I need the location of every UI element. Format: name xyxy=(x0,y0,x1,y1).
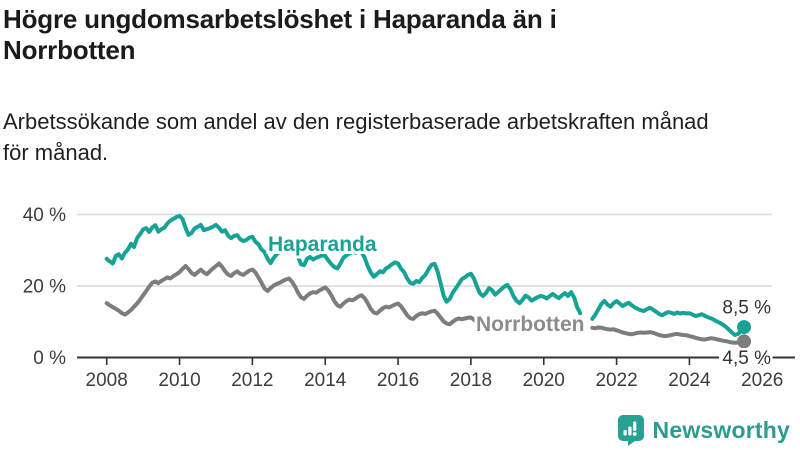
newsworthy-brand: Newsworthy xyxy=(617,415,790,446)
x-axis-label-2024: 2024 xyxy=(668,370,711,391)
norrbotten-series-label: Norrbotten xyxy=(476,313,585,336)
x-axis-label-2012: 2012 xyxy=(231,370,273,391)
x-axis-label-2020: 2020 xyxy=(523,370,565,391)
norrbotten-end-dot xyxy=(737,334,752,349)
haparanda-line xyxy=(104,213,747,337)
chart-title: Högre ungdomsarbetslöshet i Haparanda än… xyxy=(3,4,557,65)
haparanda-end-value-label: 8,5 % xyxy=(722,298,771,319)
x-axis-label-2010: 2010 xyxy=(158,370,200,391)
x-axis-label-2026: 2026 xyxy=(741,370,783,391)
x-axis-label-2022: 2022 xyxy=(595,370,637,391)
norrbotten-end-value-label: 4,5 % xyxy=(722,348,771,369)
x-axis-label-2014: 2014 xyxy=(304,370,347,391)
newsworthy-logo-icon xyxy=(617,415,644,446)
x-axis-label-2018: 2018 xyxy=(450,370,492,391)
x-axis-label-2008: 2008 xyxy=(86,370,128,391)
newsworthy-brand-text: Newsworthy xyxy=(652,417,790,443)
x-axis-label-2016: 2016 xyxy=(377,370,419,391)
y-axis-label-40: 40 % xyxy=(23,205,66,226)
haparanda-series-label: Haparanda xyxy=(268,233,377,256)
y-axis-label-20: 20 % xyxy=(23,277,66,298)
norrbotten-line xyxy=(104,261,747,345)
haparanda-end-dot xyxy=(737,320,752,335)
end-label-backdrop xyxy=(719,350,772,360)
y-axis-label-0: 0 % xyxy=(33,348,66,369)
chart-subtitle: Arbetssökande som andel av den registerb… xyxy=(3,109,709,165)
